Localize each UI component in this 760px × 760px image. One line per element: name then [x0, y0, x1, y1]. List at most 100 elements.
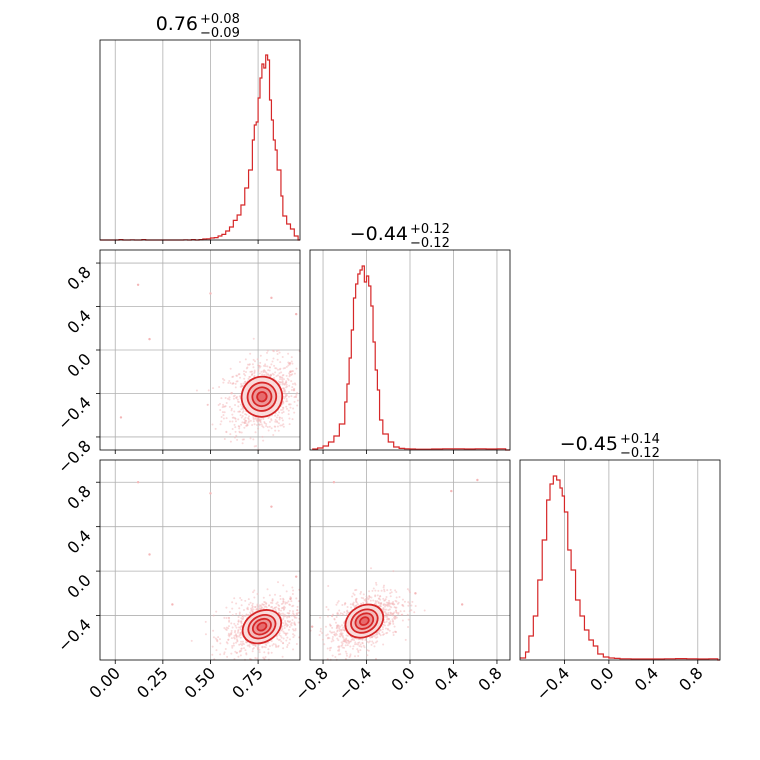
panel-1-0-sample-point: [244, 380, 247, 383]
panel-2-1-sample-point: [370, 596, 373, 599]
panel-0-0-title-minus: −0.09: [200, 26, 240, 41]
panel-1-0-sample-point: [224, 405, 227, 408]
panel-2-0-sample-point: [268, 594, 271, 597]
panel-1-0-sample-point: [290, 356, 293, 359]
panel-2-1-sample-point: [389, 620, 392, 623]
panel-2-1-sample-point: [338, 635, 341, 638]
panel-1-0-sample-point: [285, 397, 288, 400]
panel-2-0-sample-point: [293, 623, 296, 626]
panel-1-0-sample-point: [233, 410, 236, 413]
panel-2-1-sample-point: [392, 631, 395, 634]
panel-2-1-sample-point: [366, 649, 369, 652]
panel-1-0-sample-point: [288, 417, 291, 420]
panel-2-1-sample-point: [384, 627, 387, 630]
panel-2-0-sample-point: [282, 647, 285, 650]
panel-2-0-sample-point: [272, 643, 275, 646]
panel-2-0-sample-point: [251, 647, 254, 650]
panel-1-0-sample-point: [236, 374, 239, 377]
panel-2-1-sample-point: [384, 605, 387, 608]
panel-2-1-sample-point: [338, 629, 341, 632]
panel-2-1-sample-point: [364, 637, 367, 640]
panel-2-0-sample-point: [287, 612, 290, 615]
panel-1-0-sample-point: [243, 421, 246, 424]
panel-1-0-ytick-label-4: −0.8: [54, 436, 95, 477]
panel-2-1-sample-point: [349, 640, 352, 643]
panel-1-0-sample-point: [283, 397, 286, 400]
panel-2-0-sample-point: [283, 627, 286, 630]
panel-1-0-sample-point: [282, 401, 285, 404]
panel-2-1-sample-point: [360, 645, 363, 648]
panel-2-0-sample-point: [265, 606, 268, 609]
panel-2-0-sample-point: [288, 638, 291, 641]
panel-2-0-sample-point: [223, 616, 226, 619]
panel-2-1-sample-point: [385, 632, 388, 635]
panel-1-0-sample-point: [255, 423, 258, 426]
panel-2-1-sample-point: [376, 594, 379, 597]
panel-1-0-sample-point: [229, 367, 232, 370]
panel-2-1-sample-point: [357, 651, 360, 654]
panel-2-0-sample-point: [285, 639, 288, 642]
panel-1-0-sample-point: [220, 397, 223, 400]
panel-2-0-sample-point: [235, 638, 238, 641]
panel-1-0-sample-point: [223, 411, 226, 414]
panel-1-0-sample-point: [260, 423, 263, 426]
panel-2-0-sample-point: [266, 588, 269, 591]
panel-1-0-sample-point: [276, 353, 279, 356]
panel-0-0-title: 0.76 +0.08−0.09: [156, 12, 240, 41]
panel-2-1-sample-point: [352, 601, 355, 604]
panel-2-0-sample-point: [297, 611, 300, 614]
panel-2-0-sample-point: [228, 635, 231, 638]
panel-1-0-sample-point: [249, 352, 252, 355]
panel-1-0-sample-point: [287, 364, 290, 367]
panel-2-0-sample-point: [204, 620, 207, 623]
panel-2-1-sample-point: [342, 638, 345, 641]
panel-2-0-sample-point: [281, 612, 284, 615]
panel-2-1-sample-point: [363, 646, 366, 649]
panel-2-0-ytick-label-1: 0.4: [63, 526, 94, 557]
panel-2-0-contour-3: [256, 621, 268, 632]
panel-1-0-sample-point: [277, 429, 280, 432]
panel-2-1-sample-point: [353, 639, 356, 642]
panel-1-0-sample-point: [265, 374, 268, 377]
panel-1-0-sample-point: [260, 370, 263, 373]
panel-2-1-sample-point: [408, 591, 411, 594]
panel-1-0-sample-point: [244, 374, 247, 377]
panel-1-0-sample-point: [272, 357, 275, 360]
panel-2-0-sample-point: [240, 604, 243, 607]
panel-2-0-sample-point: [275, 645, 278, 648]
panel-1-0-sample-point: [233, 394, 236, 397]
panel-2-1-sample-point: [386, 603, 389, 606]
panel-2-0-sample-point: [263, 657, 266, 660]
panel-1-0-sample-point: [268, 366, 271, 369]
panel-2-0-sample-point: [253, 589, 256, 592]
panel-2-0-sample-point: [275, 602, 278, 605]
panel-2-1-sample-point: [337, 649, 340, 652]
panel-2-1-sample-point: [375, 633, 378, 636]
panel-1-0-sample-point: [256, 418, 259, 421]
panel-1-0-sample-point: [278, 351, 281, 354]
panel-2-1-sample-point: [403, 600, 406, 603]
panel-2-1-sample-point: [413, 611, 416, 614]
panel-2-1-sample-point: [385, 601, 388, 604]
panel-2-0-sample-point: [227, 638, 230, 641]
panel-2-1-sample-point: [338, 648, 341, 651]
panel-2-1-sample-point: [378, 630, 381, 633]
panel-1-0-sample-point: [262, 418, 265, 421]
panel-2-0-sample-point: [246, 614, 249, 617]
panel-2-1-sample-point: [334, 656, 337, 659]
panel-1-0-sample-point: [219, 409, 222, 412]
panel-2-1-sample-point: [386, 589, 389, 592]
panel-1-0-sample-point: [211, 423, 214, 426]
panel-2-0-sample-point: [270, 651, 273, 654]
panel-1-0-sample-point: [252, 366, 255, 369]
panel-2-1-sample-point: [331, 637, 334, 640]
panel-2-0-sample-point: [278, 604, 281, 607]
panel-1-0-sample-point: [231, 382, 234, 385]
panel-2-0-sample-point: [239, 636, 242, 639]
panel-2-0-sample-point: [226, 642, 229, 645]
panel-2-1-sample-point: [344, 650, 347, 653]
panel-2-1-sample-point: [362, 601, 365, 604]
panel-1-0-sample-point: [290, 395, 293, 398]
panel-2-1-sample-point: [367, 597, 370, 600]
